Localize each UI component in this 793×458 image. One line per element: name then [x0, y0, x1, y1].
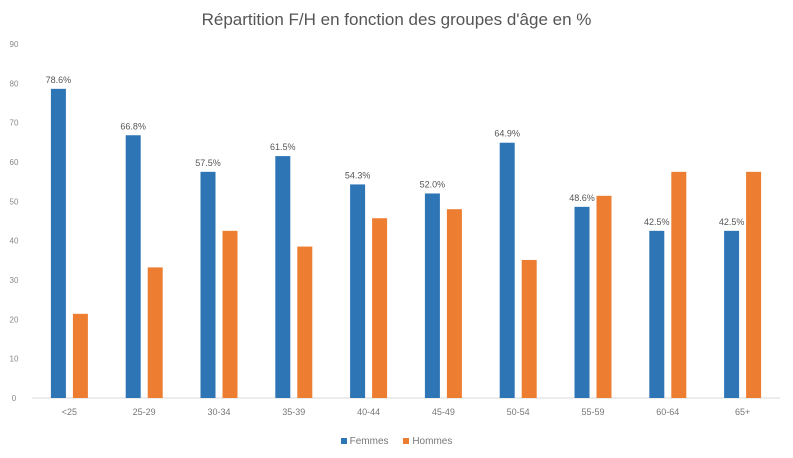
bar-hommes [222, 230, 238, 398]
y-tick-label: 40 [10, 237, 19, 246]
bar-hommes [521, 259, 537, 398]
bar-hommes [372, 218, 388, 398]
x-tick-label: 25-29 [133, 407, 156, 417]
bar-hommes [147, 267, 163, 398]
bar-femmes [125, 135, 141, 398]
y-tick-label: 10 [10, 355, 19, 364]
bar-femmes [424, 193, 440, 398]
legend-swatch-hommes [403, 438, 410, 445]
x-tick-label: 60-64 [656, 407, 679, 417]
y-tick-label: 90 [10, 40, 19, 49]
bar-femmes [350, 184, 366, 398]
data-label: 52.0% [420, 179, 446, 189]
legend-label-hommes: Hommes [412, 436, 453, 447]
bar-femmes [724, 230, 740, 398]
y-tick-label: 30 [10, 276, 19, 285]
data-label: 48.6% [569, 193, 595, 203]
bar-femmes [649, 230, 665, 398]
bar-hommes [746, 171, 762, 398]
data-label: 42.5% [644, 217, 670, 227]
y-tick-label: 70 [10, 119, 19, 128]
x-tick-label: <25 [62, 407, 77, 417]
chart-title: Répartition F/H en fonction des groupes … [201, 10, 592, 29]
bar-femmes [499, 142, 515, 398]
data-label: 66.8% [120, 121, 146, 131]
chart-legend: Femmes Hommes [0, 436, 793, 447]
x-tick-label: 65+ [735, 407, 750, 417]
data-label: 64.9% [494, 129, 520, 139]
x-tick-label: 30-34 [207, 407, 230, 417]
y-tick-label: 80 [10, 79, 19, 88]
bar-hommes [671, 171, 687, 398]
legend-label-femmes: Femmes [349, 436, 389, 447]
bar-hommes [596, 195, 612, 398]
legend-swatch-femmes [340, 438, 347, 445]
data-label: 54.3% [345, 170, 371, 180]
data-label: 61.5% [270, 142, 296, 152]
bar-femmes [200, 171, 216, 398]
y-tick-label: 0 [12, 394, 17, 403]
x-tick-label: 40-44 [357, 407, 380, 417]
data-label: 57.5% [195, 158, 221, 168]
bar-hommes [72, 313, 88, 398]
x-tick-label: 50-54 [507, 407, 530, 417]
bar-hommes [297, 246, 313, 398]
data-label: 78.6% [46, 75, 72, 85]
legend-item-hommes: Hommes [403, 436, 452, 447]
data-label: 42.5% [719, 217, 745, 227]
legend-item-femmes: Femmes [340, 436, 389, 447]
x-tick-label: 45-49 [432, 407, 455, 417]
y-tick-label: 60 [10, 158, 19, 167]
bar-femmes [574, 206, 590, 398]
x-tick-label: 55-59 [581, 407, 604, 417]
bar-femmes [50, 88, 66, 398]
bar-femmes [275, 156, 291, 398]
x-tick-label: 35-39 [282, 407, 305, 417]
y-tick-label: 20 [10, 315, 19, 324]
y-tick-label: 50 [10, 197, 19, 206]
bar-hommes [446, 209, 462, 398]
